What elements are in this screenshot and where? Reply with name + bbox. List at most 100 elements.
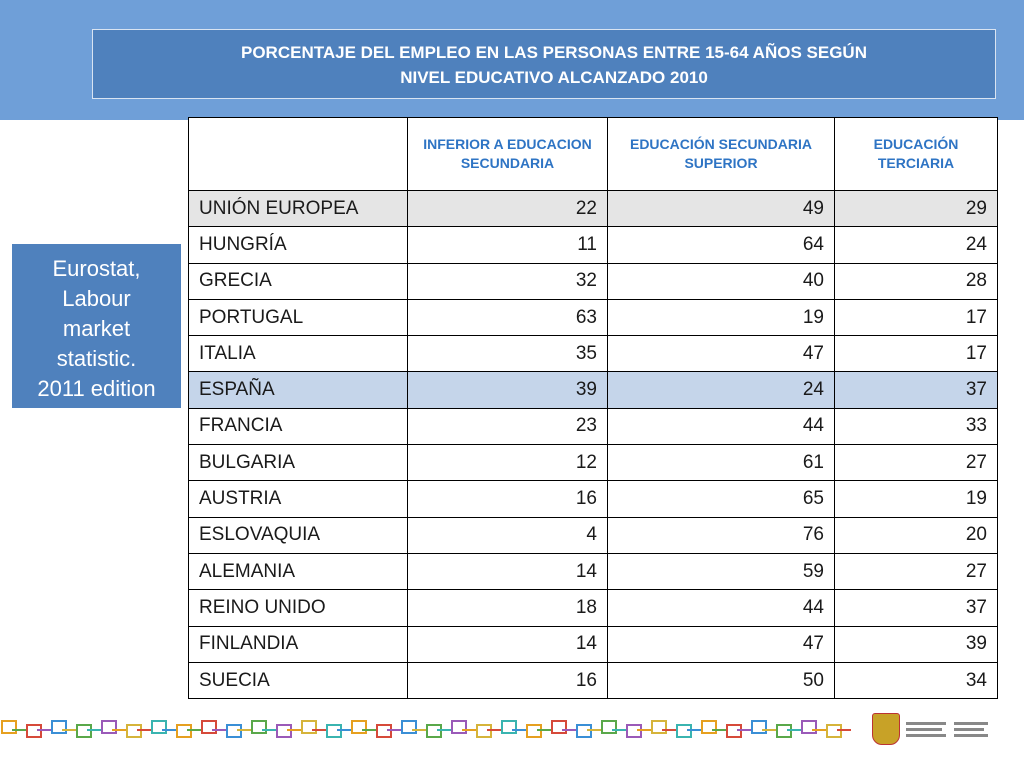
- value-terciaria: 29: [834, 189, 998, 228]
- chain-link: [201, 720, 217, 734]
- table-row: ALEMANIA 14 59 27: [188, 552, 998, 591]
- coat-of-arms-icon: [872, 713, 900, 745]
- value-secundaria: 59: [607, 552, 835, 591]
- value-terciaria: 24: [834, 226, 998, 264]
- value-terciaria: 17: [834, 335, 998, 373]
- value-terciaria: 39: [834, 625, 998, 663]
- value-inferior: 16: [407, 480, 608, 518]
- header-secundaria: EDUCACIÓN SECUNDARIA SUPERIOR: [607, 117, 835, 191]
- source-line: statistic.: [56, 346, 137, 371]
- value-inferior: 63: [407, 298, 608, 337]
- value-terciaria: 27: [834, 444, 998, 482]
- chain-link: [451, 720, 467, 734]
- country-cell: UNIÓN EUROPEA: [188, 189, 408, 228]
- value-terciaria: 20: [834, 516, 998, 554]
- value-inferior: 32: [407, 262, 608, 300]
- chain-link: [101, 720, 117, 734]
- value-secundaria: 76: [607, 516, 835, 554]
- chain-link: [651, 720, 667, 734]
- table-row: UNIÓN EUROPEA 22 49 29: [188, 189, 998, 228]
- value-inferior: 22: [407, 189, 608, 228]
- value-secundaria: 24: [607, 371, 835, 409]
- country-cell: BULGARIA: [188, 444, 408, 482]
- table-row: ITALIA 35 47 17: [188, 335, 998, 373]
- source-line: market: [62, 316, 131, 341]
- value-terciaria: 27: [834, 552, 998, 591]
- ministry-wordmark-icon: [906, 719, 946, 740]
- value-inferior: 4: [407, 516, 608, 554]
- value-secundaria: 40: [607, 262, 835, 300]
- chain-link: [501, 720, 517, 734]
- country-cell: ESLOVAQUIA: [188, 516, 408, 554]
- value-secundaria: 64: [607, 226, 835, 264]
- page-title: PORCENTAJE DEL EMPLEO EN LAS PERSONAS EN…: [92, 29, 996, 99]
- country-cell: ESPAÑA: [188, 371, 408, 409]
- value-secundaria: 65: [607, 480, 835, 518]
- value-terciaria: 28: [834, 262, 998, 300]
- value-terciaria: 34: [834, 661, 998, 700]
- title-line-1: PORCENTAJE DEL EMPLEO EN LAS PERSONAS EN…: [241, 43, 867, 62]
- chain-link: [51, 720, 67, 734]
- country-cell: FINLANDIA: [188, 625, 408, 663]
- chain-link: [601, 720, 617, 734]
- value-secundaria: 49: [607, 189, 835, 228]
- value-terciaria: 33: [834, 407, 998, 446]
- chain-link: [401, 720, 417, 734]
- table-row: ESPAÑA 39 24 37: [188, 371, 998, 409]
- employment-table: INFERIOR A EDUCACION SECUNDARIA EDUCACIÓ…: [188, 117, 998, 700]
- source-note: Eurostat, Labour market statistic. 2011 …: [12, 244, 181, 408]
- chain-link: [801, 720, 817, 734]
- source-line: Eurostat,: [52, 256, 141, 281]
- value-secundaria: 19: [607, 298, 835, 337]
- value-inferior: 35: [407, 335, 608, 373]
- chain-link: [301, 720, 317, 734]
- value-terciaria: 37: [834, 371, 998, 409]
- table-row: HUNGRÍA 11 64 24: [188, 226, 998, 264]
- value-inferior: 39: [407, 371, 608, 409]
- title-line-2: NIVEL EDUCATIVO ALCANZADO 2010: [400, 68, 708, 87]
- value-inferior: 14: [407, 625, 608, 663]
- table-row: REINO UNIDO 18 44 37: [188, 589, 998, 627]
- header-inferior: INFERIOR A EDUCACION SECUNDARIA: [407, 117, 608, 191]
- country-cell: SUECIA: [188, 661, 408, 700]
- table-row: SUECIA 16 50 34: [188, 661, 998, 700]
- chain-pattern-icon: [1, 720, 851, 738]
- table-body: UNIÓN EUROPEA 22 49 29 HUNGRÍA 11 64 24 GRECIA 32…: [188, 189, 998, 700]
- chain-link: [251, 720, 267, 734]
- chain-link: [751, 720, 767, 734]
- value-terciaria: 37: [834, 589, 998, 627]
- country-cell: FRANCIA: [188, 407, 408, 446]
- value-secundaria: 61: [607, 444, 835, 482]
- gobierno-de-espana-logo-icon: [872, 712, 1000, 746]
- value-inferior: 14: [407, 552, 608, 591]
- ministry-wordmark-icon: [954, 719, 988, 740]
- header-terciaria: EDUCACIÓN TERCIARIA: [834, 117, 998, 191]
- value-inferior: 16: [407, 661, 608, 700]
- chain-link: [1, 720, 17, 734]
- source-line: 2011 edition: [37, 376, 156, 401]
- source-line: Labour: [62, 286, 131, 311]
- country-cell: PORTUGAL: [188, 298, 408, 337]
- country-cell: GRECIA: [188, 262, 408, 300]
- country-cell: REINO UNIDO: [188, 589, 408, 627]
- table-row: GRECIA 32 40 28: [188, 262, 998, 300]
- value-inferior: 23: [407, 407, 608, 446]
- value-inferior: 12: [407, 444, 608, 482]
- country-cell: AUSTRIA: [188, 480, 408, 518]
- table-header-row: INFERIOR A EDUCACION SECUNDARIA EDUCACIÓ…: [188, 117, 998, 191]
- value-secundaria: 50: [607, 661, 835, 700]
- value-inferior: 18: [407, 589, 608, 627]
- table-row: FRANCIA 23 44 33: [188, 407, 998, 446]
- value-secundaria: 47: [607, 625, 835, 663]
- country-cell: ALEMANIA: [188, 552, 408, 591]
- table-row: PORTUGAL 63 19 17: [188, 298, 998, 337]
- value-terciaria: 19: [834, 480, 998, 518]
- value-terciaria: 17: [834, 298, 998, 337]
- chain-link: [351, 720, 367, 734]
- value-inferior: 11: [407, 226, 608, 264]
- chain-link: [701, 720, 717, 734]
- chain-link: [151, 720, 167, 734]
- table-row: ESLOVAQUIA 4 76 20: [188, 516, 998, 554]
- country-cell: ITALIA: [188, 335, 408, 373]
- chain-link: [551, 720, 567, 734]
